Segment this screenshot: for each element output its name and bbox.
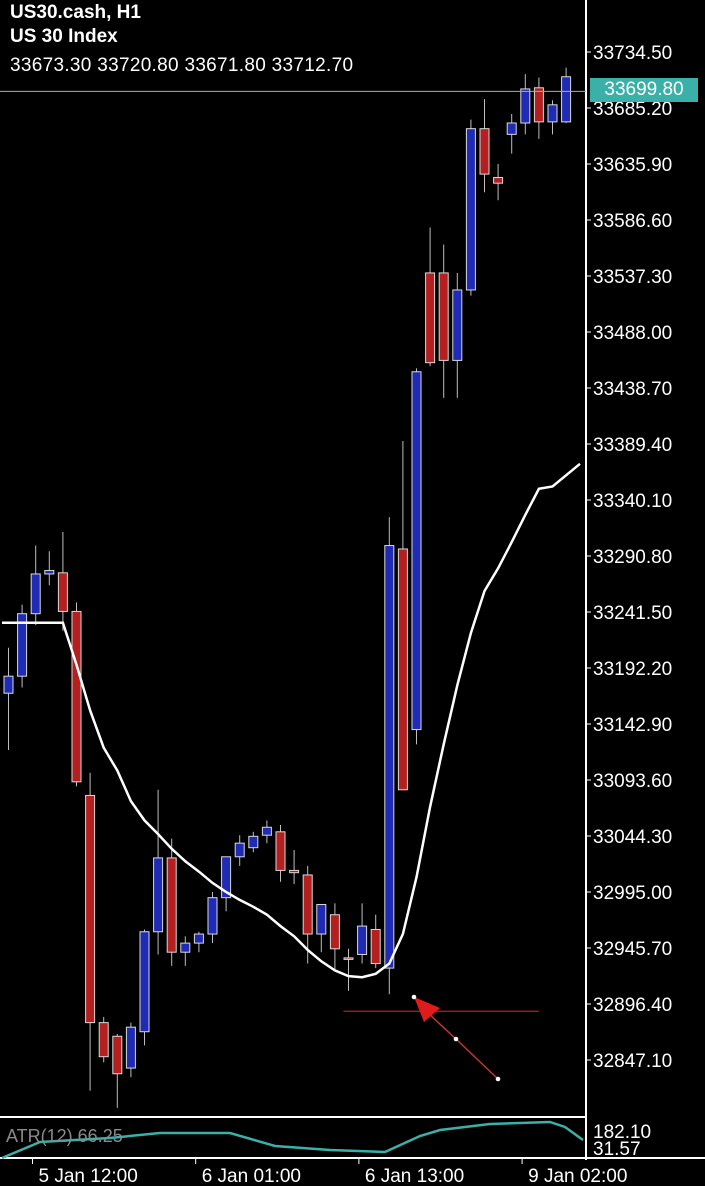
bearish-candle (85, 794, 96, 1024)
time-tick-label: 6 Jan 13:00 (365, 1166, 464, 1186)
bullish-candle (248, 835, 259, 849)
bearish-candle (57, 572, 68, 612)
current-price-badge[interactable]: 33699.80 (590, 78, 698, 102)
atr-min-label: 31.57 (593, 1139, 641, 1160)
bullish-candle (357, 925, 368, 955)
price-tick-label: 32896.40 (593, 995, 672, 1016)
price-tick-label: 33635.90 (593, 155, 672, 176)
bullish-candle (180, 942, 191, 953)
arrow-shaft (455, 1038, 499, 1080)
bullish-candle (506, 122, 517, 135)
bullish-candle (411, 371, 422, 731)
bullish-candle (44, 570, 55, 575)
time-tick-label: 6 Jan 01:00 (202, 1166, 301, 1186)
arrow-anchor-point (495, 1076, 501, 1082)
bullish-candle (125, 1026, 136, 1069)
chart-frame (0, 0, 705, 1160)
candles-layer (3, 67, 572, 1108)
bearish-candle (98, 1022, 109, 1058)
price-tick-label: 32995.00 (593, 883, 672, 904)
price-tick-label: 33093.60 (593, 771, 672, 792)
bullish-candle (520, 88, 531, 124)
bearish-candle (289, 869, 300, 874)
arrow-anchor-point (411, 994, 417, 1000)
price-tick-label: 33438.70 (593, 379, 672, 400)
bearish-candle (71, 610, 82, 783)
moving-average-layer (2, 462, 581, 979)
symbol-description: US 30 Index (10, 26, 118, 47)
bearish-candle (533, 87, 544, 123)
price-tick-label: 32847.10 (593, 1051, 672, 1072)
time-tick-label: 5 Jan 12:00 (39, 1166, 138, 1186)
price-tick-label: 33340.10 (593, 491, 672, 512)
bearish-candle (166, 857, 177, 953)
bullish-candle (3, 675, 14, 694)
price-tick-label: 33685.20 (593, 99, 672, 120)
bullish-candle (316, 903, 327, 935)
bullish-candle (547, 104, 558, 123)
price-tick-label: 33044.30 (593, 827, 672, 848)
price-tick-label: 33734.50 (593, 43, 672, 64)
price-tick-label: 33586.60 (593, 211, 672, 232)
arrow-anchor-point (453, 1036, 459, 1042)
bearish-candle (302, 874, 313, 935)
arrow-head (414, 997, 440, 1022)
symbol-title: US30.cash, H1 (10, 2, 141, 23)
atr-label: ATR(12) 66.25 (6, 1126, 123, 1146)
bullish-candle (561, 76, 572, 123)
bullish-candle (234, 842, 245, 858)
time-tick-label: 9 Jan 02:00 (528, 1166, 627, 1186)
price-tick-label: 33389.40 (593, 435, 672, 456)
bullish-candle (384, 545, 395, 969)
price-tick-label: 33192.20 (593, 659, 672, 680)
bullish-candle (465, 128, 476, 291)
price-tick-label: 33488.00 (593, 323, 672, 344)
annotation-layer (0, 90, 586, 1082)
bullish-candle (193, 933, 204, 944)
bullish-candle (30, 573, 41, 615)
bearish-candle (343, 957, 354, 960)
bearish-candle (397, 548, 408, 791)
bullish-candle (139, 931, 150, 1033)
bullish-candle (17, 613, 28, 677)
bearish-candle (425, 272, 436, 364)
ohlc-readout: 33673.30 33720.80 33671.80 33712.70 (10, 55, 354, 76)
moving-average-line (2, 462, 581, 979)
bullish-candle (221, 856, 232, 899)
bearish-candle (329, 914, 340, 950)
price-tick-label: 33142.90 (593, 715, 672, 736)
price-axis: 33734.50 33685.20 33635.90 33586.60 33537.30… (586, 43, 672, 1072)
bearish-candle (438, 272, 449, 361)
price-tick-label: 32945.70 (593, 939, 672, 960)
bearish-candle (493, 177, 504, 184)
bullish-candle (153, 857, 164, 933)
bearish-candle (479, 128, 490, 175)
bearish-candle (370, 928, 381, 965)
bullish-candle (261, 826, 272, 836)
price-tick-label: 33537.30 (593, 267, 672, 288)
price-tick-label: 33290.80 (593, 547, 672, 568)
time-axis: 5 Jan 12:00 6 Jan 01:00 6 Jan 13:00 9 Jan 0… (32, 1158, 627, 1186)
atr-line (1, 1120, 584, 1160)
arrow-shaft (427, 1012, 457, 1040)
bearish-candle (112, 1035, 123, 1075)
bullish-candle (207, 897, 218, 935)
bullish-candle (452, 289, 463, 361)
atr-max-label: 182.10 (593, 1122, 651, 1143)
bearish-candle (275, 831, 286, 871)
price-tick-label: 33241.50 (593, 603, 672, 624)
